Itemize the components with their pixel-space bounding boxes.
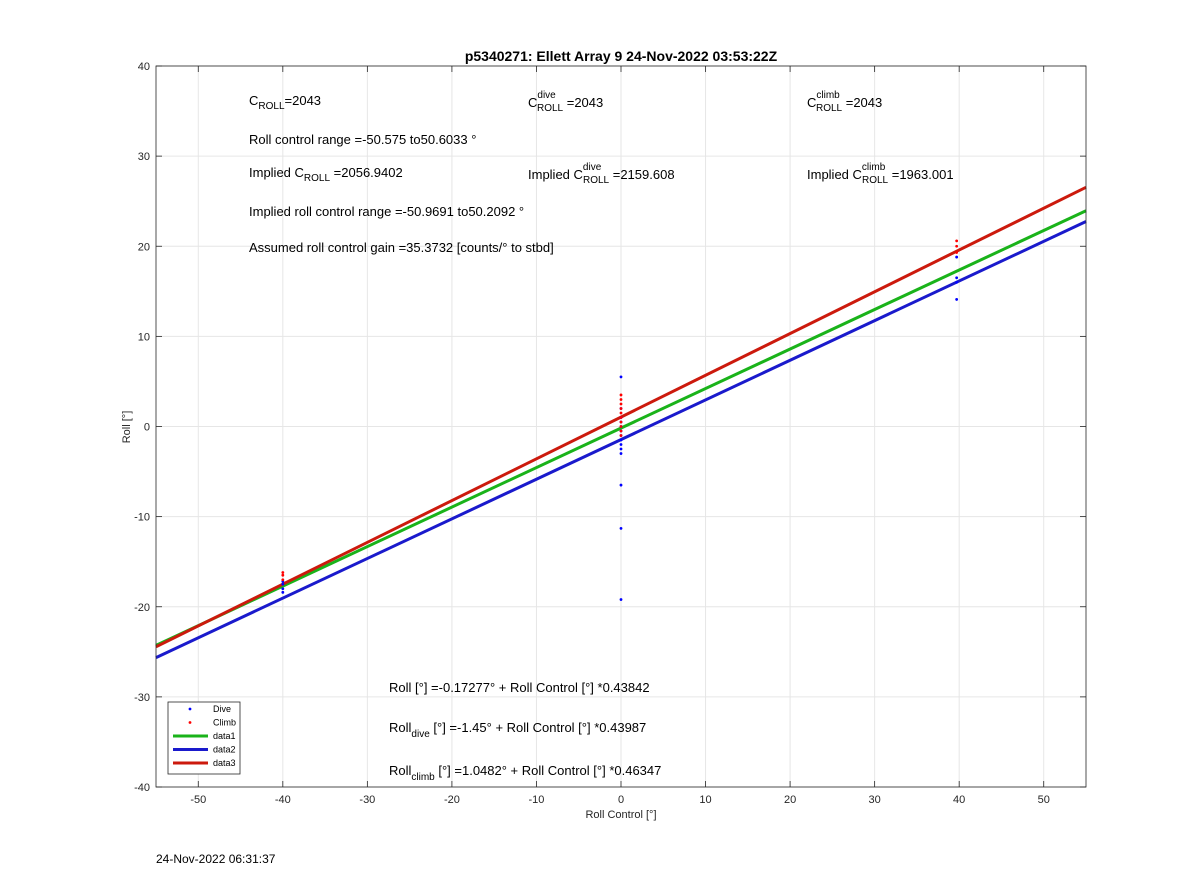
chart-title: p5340271: Ellett Array 9 24-Nov-2022 03:… [465, 48, 778, 64]
dive-point-0 [281, 582, 285, 586]
x-tick-label-10: 10 [699, 794, 711, 806]
legend-label-data2: data2 [213, 745, 236, 755]
climb-point-13 [955, 239, 959, 243]
fit-climb-annotation: Rollclimb [°] =1.0482° + Roll Control [°… [389, 763, 661, 783]
c-roll-annotation: CROLL=2043 [249, 93, 321, 112]
x-tick-label-0: 0 [618, 794, 624, 806]
legend-label-dive: Dive [213, 704, 231, 714]
x-tick-label-neg40: -40 [275, 794, 291, 806]
y-tick-label-neg10: -10 [134, 512, 150, 524]
dive-point-21 [955, 298, 959, 301]
dive-point-11 [619, 438, 623, 442]
axis-ticks: -50 -40 -30 -20 -10 0 10 20 30 40 50 -40 -30 -20 -10 0 1… [134, 61, 1086, 806]
data-points [281, 239, 959, 601]
dive-point-15 [619, 483, 623, 487]
c-roll-dive-annotation: Cdive ROLL =2043 [528, 90, 603, 114]
climb-point-9 [619, 420, 623, 424]
legend-marker-climb [188, 721, 192, 724]
climb-point-11 [619, 429, 623, 433]
y-axis-label: Roll [°] [121, 411, 133, 444]
climb-point-5 [619, 402, 623, 406]
implied-c-roll-dive-annotation: Implied Cdive ROLL =2159.608 [528, 162, 675, 186]
roll-control-range-annotation: Roll control range =-50.575 to50.6033 ° [249, 132, 476, 147]
dive-point-12 [619, 443, 623, 446]
y-tick-label-20: 20 [138, 241, 150, 253]
y-tick-label-0: 0 [144, 422, 150, 434]
c-roll-climb-annotation: Cclimb ROLL =2043 [807, 90, 882, 114]
climb-point-6 [619, 407, 623, 410]
legend-label-data3: data3 [213, 758, 236, 768]
legend-label-data1: data1 [213, 731, 236, 741]
implied-range-annotation: Implied roll control range =-50.9691 to5… [249, 204, 524, 219]
dive-point-13 [619, 447, 623, 451]
x-axis-label: Roll Control [°] [585, 809, 656, 821]
dive-point-18 [955, 255, 959, 259]
implied-c-roll-annotation: Implied CROLL =2056.9402 [249, 165, 403, 184]
x-tick-label-40: 40 [953, 794, 965, 806]
climb-point-0 [281, 571, 285, 574]
y-tick-label-30: 30 [138, 151, 150, 163]
legend-label-climb: Climb [213, 718, 236, 728]
y-tick-label-40: 40 [138, 61, 150, 73]
climb-point-4 [619, 398, 623, 401]
assumed-gain-annotation: Assumed roll control gain =35.3732 [coun… [249, 240, 554, 255]
climb-point-2 [281, 578, 285, 582]
x-tick-label-neg30: -30 [359, 794, 375, 806]
dive-point-16 [619, 526, 623, 530]
legend-items: Dive Climb data1 data2 data3 [173, 704, 236, 768]
dive-point-19 [955, 276, 959, 280]
climb-point-3 [619, 393, 623, 397]
y-tick-label-neg30: -30 [134, 692, 150, 704]
fit-line-data1 [155, 209, 1087, 647]
climb-point-12 [619, 434, 623, 437]
dive-point-1 [281, 587, 285, 591]
dive-point-17 [619, 598, 623, 601]
y-tick-label-10: 10 [138, 331, 150, 343]
y-tick-label-neg20: -20 [134, 602, 150, 614]
legend-marker-dive [188, 707, 192, 711]
y-tick-label-neg40: -40 [134, 782, 150, 794]
fit-dive-annotation: Rolldive [°] =-1.45° + Roll Control [°] … [389, 720, 646, 740]
climb-point-1 [281, 573, 285, 577]
climb-point-10 [619, 425, 623, 428]
dive-point-2 [281, 590, 285, 594]
x-tick-label-30: 30 [869, 794, 881, 806]
dive-point-4 [619, 375, 623, 379]
dive-point-14 [619, 452, 623, 455]
climb-point-8 [619, 416, 623, 419]
x-tick-label-20: 20 [784, 794, 796, 806]
fit-all-annotation: Roll [°] =-0.17277° + Roll Control [°] *… [389, 680, 650, 695]
footer-timestamp: 24-Nov-2022 06:31:37 [156, 852, 276, 866]
x-tick-label-neg10: -10 [529, 794, 545, 806]
legend: Dive Climb data1 data2 data3 [167, 701, 241, 775]
climb-point-7 [619, 411, 623, 415]
implied-c-roll-climb-annotation: Implied Cclimb ROLL =1963.001 [807, 162, 954, 186]
x-tick-label-50: 50 [1038, 794, 1050, 806]
x-tick-label-neg50: -50 [190, 794, 206, 806]
climb-point-14 [955, 244, 959, 248]
dive-point-20 [955, 280, 959, 284]
climb-point-15 [955, 251, 959, 254]
x-tick-label-neg20: -20 [444, 794, 460, 806]
